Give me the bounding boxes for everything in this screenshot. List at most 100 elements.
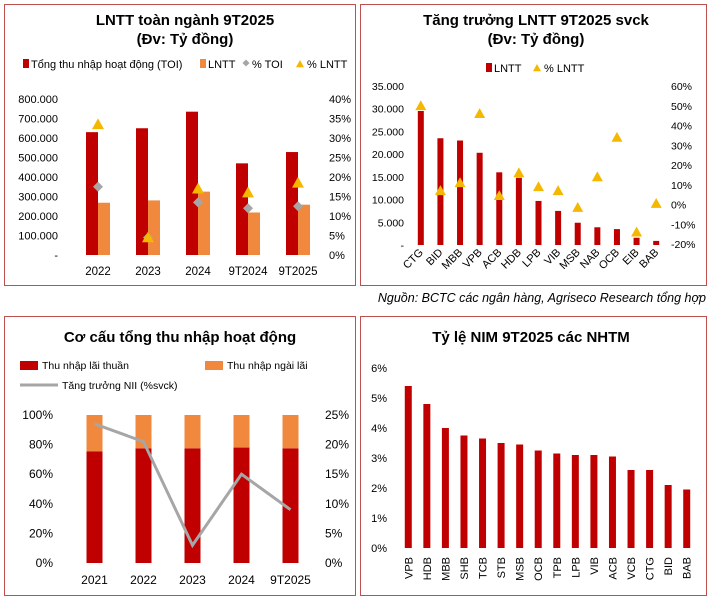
- marker-pct-lntt: [242, 186, 254, 198]
- marker-pct-lntt: [611, 131, 623, 142]
- legend-label: % TOI: [252, 59, 283, 71]
- y-axis-tick: 35.000: [372, 81, 404, 93]
- y2-axis-tick: 0%: [671, 200, 686, 212]
- bar-nim: [479, 438, 487, 548]
- x-tick-label: HDB: [422, 557, 434, 580]
- x-tick-label: OCB: [597, 247, 622, 272]
- y-axis-tick: 3%: [371, 453, 387, 465]
- bar-lntt: [653, 240, 660, 245]
- marker-pct-lntt: [142, 231, 154, 243]
- bar-non-interest: [282, 415, 299, 449]
- bar-nim: [646, 470, 654, 548]
- x-tick-label: OCB: [533, 557, 545, 581]
- y-axis-tick: 20.000: [372, 149, 404, 161]
- y-axis-tick: 1%: [371, 513, 387, 525]
- y2-axis-tick: 5%: [329, 231, 345, 243]
- y2-axis-tick: 30%: [671, 140, 692, 152]
- marker-pct-lntt: [454, 177, 466, 188]
- x-tick-label: SHB: [459, 557, 471, 580]
- y2-axis-tick: 60%: [671, 81, 692, 93]
- y-axis-tick: -: [54, 250, 58, 262]
- chart-co-cau-toi: Cơ cấu tổng thu nhập hoạt động Thu nhập l…: [20, 329, 349, 587]
- bar-lntt: [148, 200, 160, 255]
- x-tick-label: 2023: [179, 573, 206, 587]
- y-axis-tick: 25.000: [372, 126, 404, 138]
- bar-nim: [460, 435, 468, 548]
- x-tick-label: CTG: [645, 557, 657, 580]
- bar-nim: [423, 404, 431, 548]
- legend-label: Tổng thu nhập hoạt động (TOI): [31, 59, 182, 71]
- chart-title: Cơ cấu tổng thu nhập hoạt động: [64, 329, 296, 346]
- bar-nim: [404, 386, 412, 548]
- marker-pct-lntt: [572, 201, 584, 212]
- y2-axis-tick: 30%: [329, 133, 351, 145]
- y-axis-tick: 15.000: [372, 172, 404, 184]
- bar-toi: [236, 163, 248, 255]
- marker-pct-lntt: [650, 198, 662, 208]
- y2-axis-tick: 20%: [329, 172, 351, 184]
- line-nii-growth: [93, 422, 292, 549]
- y-axis-tick: 600.000: [18, 133, 58, 145]
- chart-subtitle: (Đv: Tỷ đồng): [488, 31, 585, 48]
- bar-nii: [135, 448, 152, 563]
- y2-axis-tick: 10%: [671, 180, 692, 192]
- y2-axis-tick: 15%: [329, 192, 351, 204]
- x-tick-label: 9T2025: [270, 573, 311, 587]
- x-tick-label: BAB: [637, 247, 661, 271]
- bar-nim: [441, 428, 449, 548]
- x-tick-label: ACB: [607, 557, 619, 580]
- x-tick-label: ACB: [480, 247, 504, 271]
- legend-swatch: [200, 59, 206, 68]
- marker-pct-lntt: [92, 118, 104, 130]
- x-tick-label: LPB: [520, 247, 543, 270]
- marker-pct-lntt: [474, 108, 486, 119]
- legend-marker: [296, 60, 304, 68]
- x-tick-label: VCB: [626, 557, 638, 580]
- marker-pct-lntt: [631, 226, 643, 237]
- x-tick-label: 2024: [228, 573, 255, 587]
- x-tick-label: MSB: [515, 557, 527, 581]
- bar-lntt: [457, 140, 464, 245]
- x-tick-label: VPB: [403, 557, 415, 579]
- y2-axis-tick: 5%: [325, 526, 343, 540]
- source-note: Nguồn: BCTC các ngân hàng, Agriseco Rese…: [377, 291, 706, 305]
- y-axis-tick: 700.000: [18, 114, 58, 126]
- legend-marker: [533, 64, 541, 72]
- x-tick-label: MBB: [440, 247, 465, 272]
- marker-pct-toi: [293, 201, 303, 212]
- marker-pct-toi: [193, 197, 203, 208]
- bar-non-interest: [233, 415, 250, 448]
- y2-axis-tick: 0%: [329, 250, 345, 262]
- y2-axis-tick: 35%: [329, 114, 351, 126]
- bar-nim: [497, 443, 505, 548]
- chart-panel-lntt-toan-nganh: LNTT toàn ngành 9T2025 (Đv: Tỷ đồng) Tổng …: [4, 4, 356, 286]
- chart-lntt-toan-nganh: LNTT toàn ngành 9T2025 (Đv: Tỷ đồng) Tổng …: [18, 12, 351, 278]
- chart-panel-tang-truong-lntt: Tăng trưởng LNTT 9T2025 svck (Đv: Tỷ đồng…: [360, 4, 707, 286]
- legend-label: LNTT: [494, 63, 522, 75]
- y-axis-tick: 4%: [371, 423, 387, 435]
- legend-swatch: [205, 361, 223, 370]
- legend-label: Thu nhập ngài lãi: [227, 360, 308, 372]
- x-tick-label: STB: [496, 557, 508, 578]
- bar-nim: [664, 485, 672, 548]
- x-tick-label: VPB: [461, 247, 485, 271]
- bar-nim: [553, 453, 561, 548]
- bar-non-interest: [184, 415, 201, 449]
- x-tick-label: HDB: [499, 247, 524, 272]
- bar-toi: [136, 128, 148, 255]
- chart-panel-co-cau-toi: Cơ cấu tổng thu nhập hoạt động Thu nhập l…: [4, 316, 356, 596]
- y-axis-tick: 60%: [29, 467, 53, 481]
- legend-swatch: [486, 63, 492, 72]
- marker-pct-lntt: [552, 185, 564, 196]
- x-tick-label: BID: [663, 557, 675, 575]
- y-axis-tick: 200.000: [18, 211, 58, 223]
- bar-nim: [608, 456, 616, 548]
- y-axis-tick: 0%: [371, 543, 387, 555]
- legend-swatch: [20, 361, 38, 370]
- bar-non-interest: [86, 415, 103, 452]
- bar-toi: [86, 132, 98, 255]
- chart-tang-truong-lntt: Tăng trưởng LNTT 9T2025 svck (Đv: Tỷ đồng…: [372, 12, 696, 272]
- marker-pct-toi: [243, 203, 253, 214]
- x-tick-label: BAB: [682, 557, 694, 579]
- y-axis-tick: 100.000: [18, 231, 58, 243]
